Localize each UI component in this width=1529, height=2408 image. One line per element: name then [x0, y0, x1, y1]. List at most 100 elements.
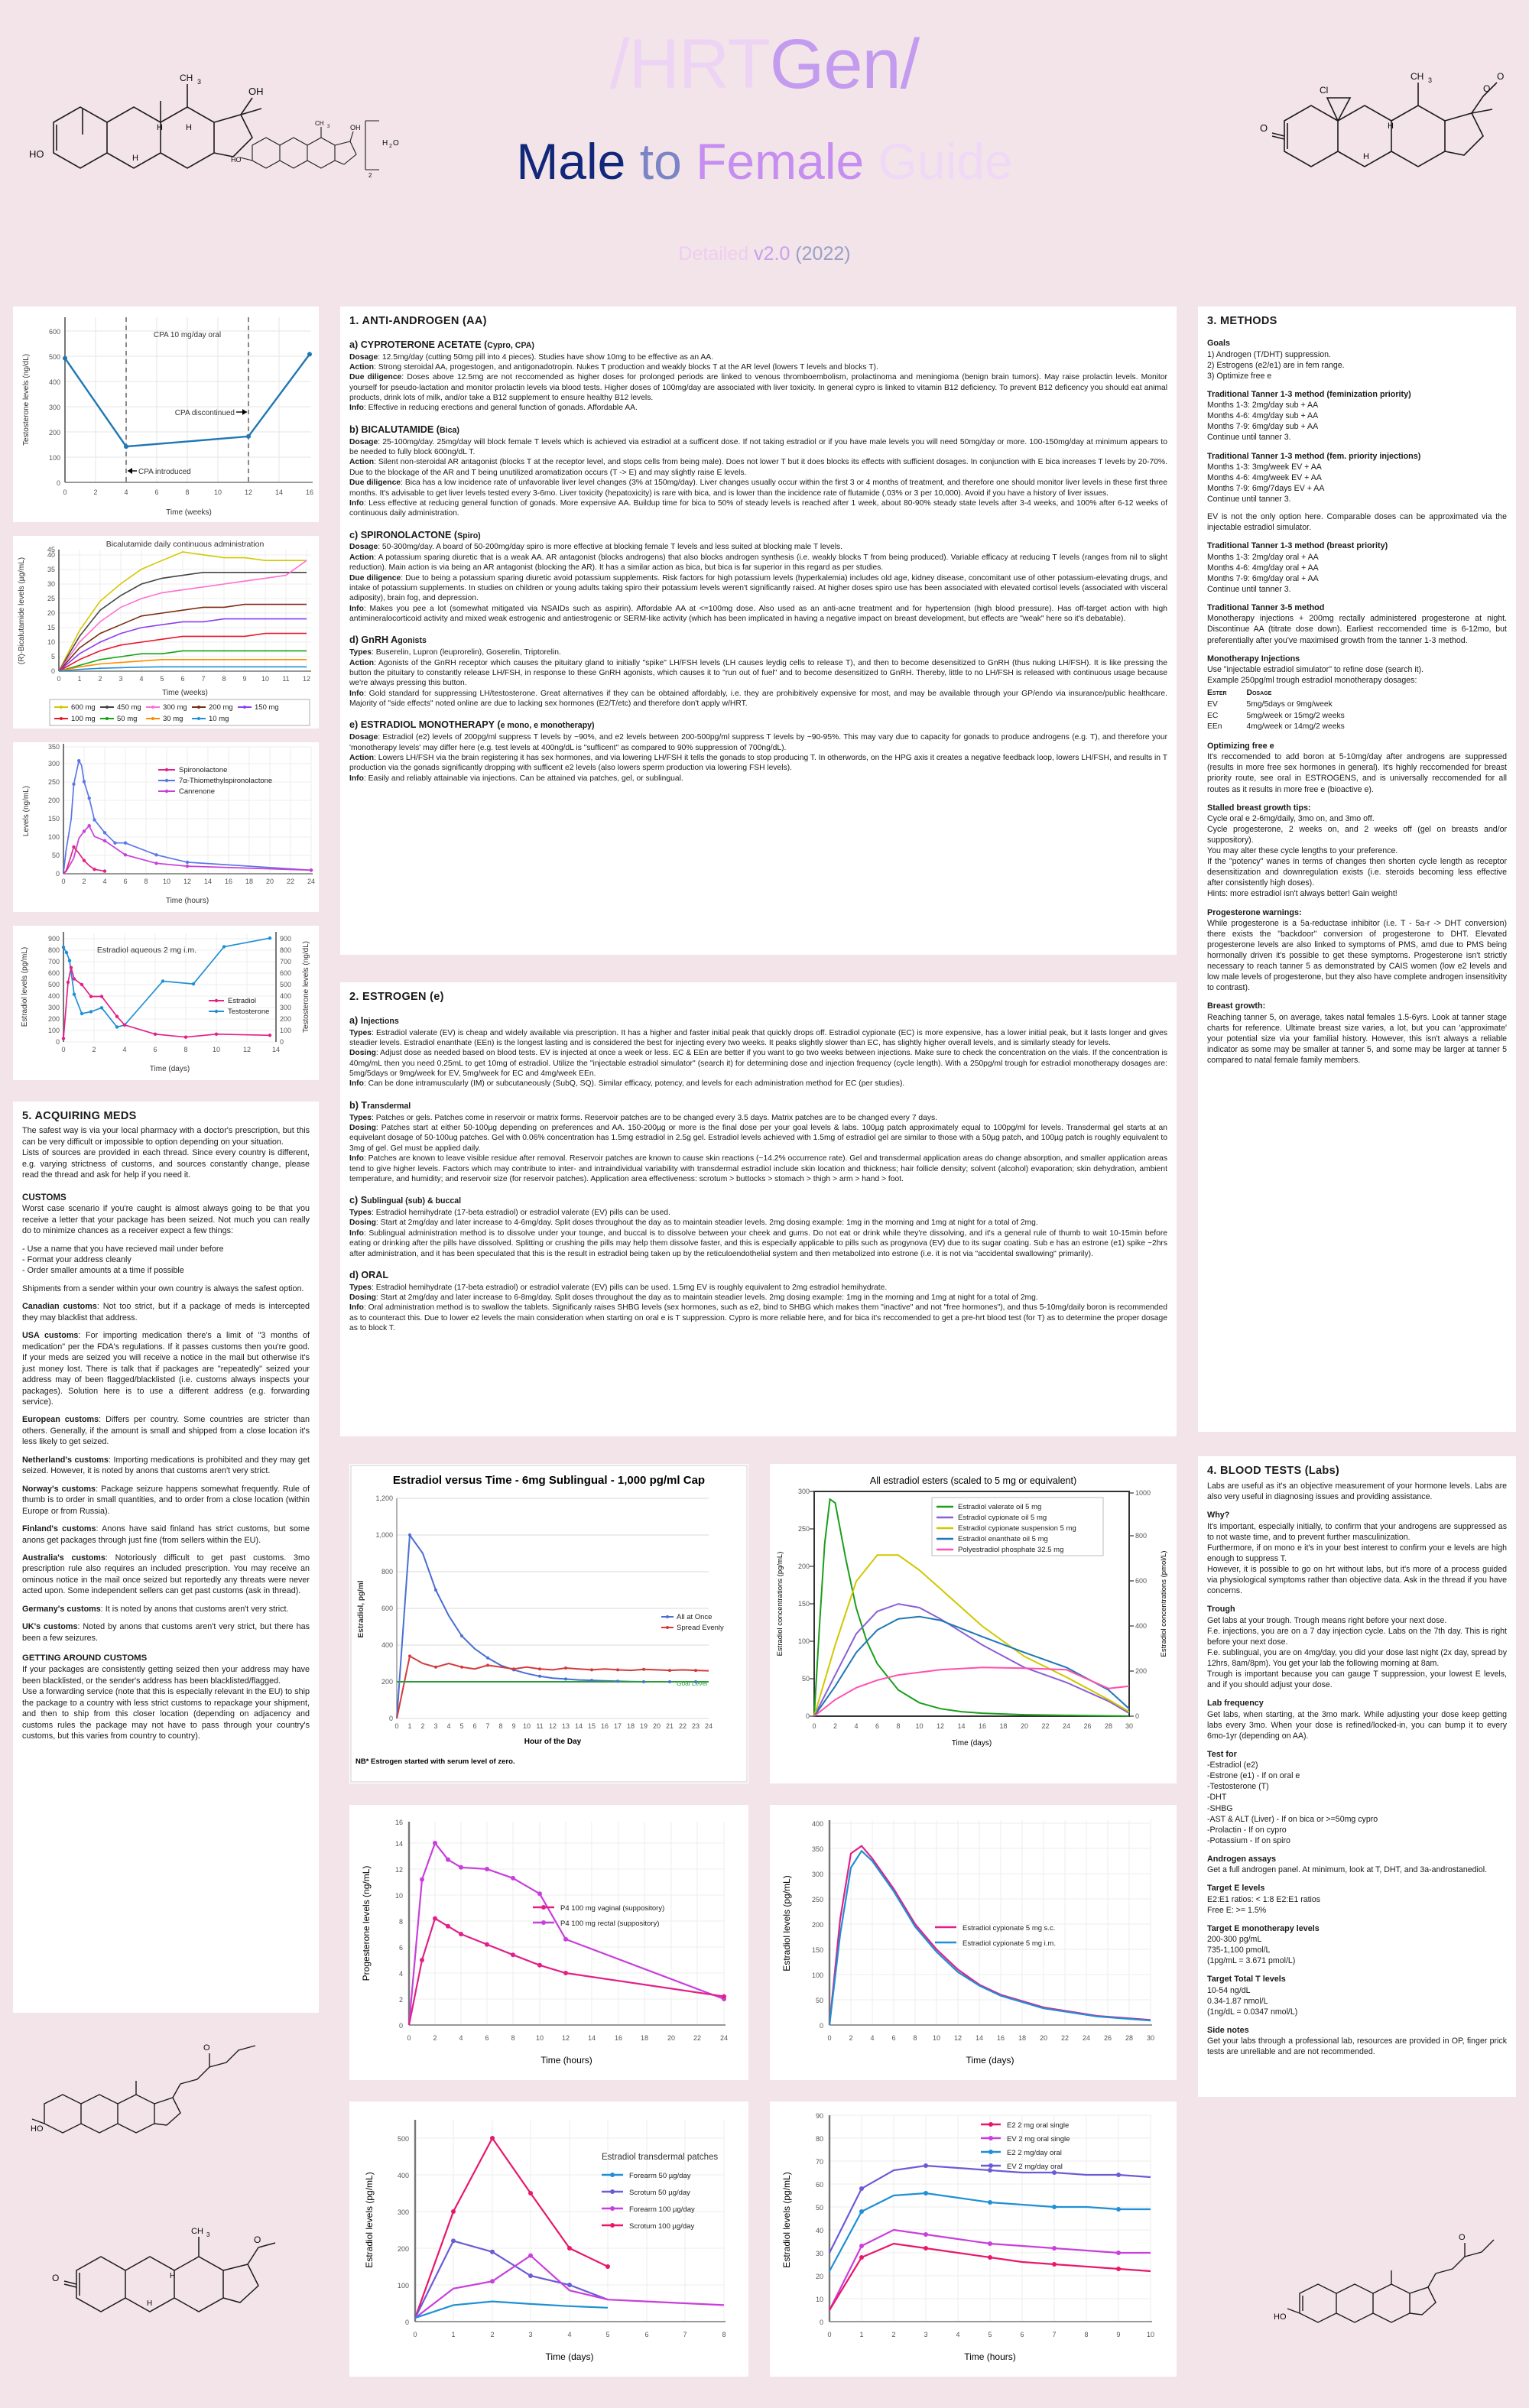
svg-text:0: 0: [820, 2022, 823, 2030]
gnrh-heading-main: d) GnRH A: [349, 634, 398, 646]
svg-text:OH: OH: [248, 86, 264, 97]
svg-text:Testosterone levels (ng/dL): Testosterone levels (ng/dL): [302, 941, 310, 1033]
svg-text:22: 22: [693, 2034, 701, 2042]
cpa-diligence-text: : Doses above 12.5mg are not reccomended…: [349, 373, 1167, 403]
section5-heading: 5. ACQUIRING MEDS: [22, 1110, 137, 1122]
emono-dosage-label: Dosage: [349, 733, 378, 742]
trough-heading: Trough: [1207, 1605, 1235, 1615]
svg-text:EV 2 mg/day oral: EV 2 mg/day oral: [1007, 2163, 1063, 2171]
country-netherlands-label: Netherland's customs: [22, 1455, 109, 1465]
svg-text:200: 200: [798, 1563, 810, 1570]
svg-text:30: 30: [1147, 2034, 1154, 2042]
svg-text:30: 30: [816, 2250, 823, 2257]
method-tanner-breast-heading: Traditional Tanner 1-3 method (breast pr…: [1207, 541, 1388, 551]
svg-text:100 mg: 100 mg: [71, 715, 96, 723]
subtitle-female: Female: [696, 133, 865, 190]
svg-text:Estradiol, pg/ml: Estradiol, pg/ml: [357, 1580, 365, 1637]
subtitle-to: to: [625, 133, 696, 190]
svg-text:30: 30: [47, 580, 55, 588]
svg-text:2: 2: [420, 1722, 424, 1730]
svg-text:50: 50: [802, 1675, 810, 1683]
transdermal-dosing-text: : Patches start at either 50-100µg depen…: [349, 1124, 1167, 1153]
mono-injections-1: Example 250pg/ml trough estradiol monoth…: [1207, 676, 1417, 686]
svg-text:500: 500: [398, 2135, 409, 2143]
version-number: v2.0: [754, 243, 790, 264]
injections-info: Info: Can be done intramuscularly (IM) o…: [349, 1079, 1167, 1089]
svg-text:1: 1: [77, 675, 81, 683]
goal-1: 2) Estrogens (e2/e1) are in fem range.: [1207, 360, 1345, 370]
svg-text:2: 2: [399, 1996, 403, 2004]
svg-text:Estradiol levels (pg/mL): Estradiol levels (pg/mL): [781, 2172, 792, 2267]
svg-text:CH: CH: [1411, 71, 1423, 82]
svg-text:10: 10: [1147, 2331, 1154, 2338]
oral-heading-main: d) ORAL: [349, 1269, 389, 1280]
svg-text:14: 14: [272, 1046, 280, 1053]
svg-text:0: 0: [806, 1712, 810, 1720]
stalled-growth-2: You may alter these cycle lengths to you…: [1207, 846, 1398, 856]
svg-text:100: 100: [48, 1027, 60, 1034]
svg-text:16: 16: [615, 2034, 622, 2042]
method-tanner-breast-0: Months 1-3: 2mg/day oral + AA: [1207, 552, 1319, 562]
svg-text:Estradiol levels (pg/mL): Estradiol levels (pg/mL): [781, 1875, 792, 1971]
svg-text:350: 350: [48, 743, 60, 751]
bica-action-label: Action: [349, 458, 375, 467]
side-notes-heading: Side notes: [1207, 2025, 1249, 2035]
chart-card-transdermal-patches: 0 100 200 300 400 500 0 1 2 3 4 5 6 7 8 Time (days…: [342, 2095, 755, 2384]
emono-action-text: : Lowers LH/FSH via the brain registerin…: [349, 753, 1167, 773]
svg-text:7: 7: [201, 675, 205, 683]
method-tanner35-text: Monotherapy injections + 200mg rectally …: [1207, 614, 1507, 645]
target-e-levels-heading: Target E levels: [1207, 1884, 1265, 1894]
method-tanner-inj-2: Months 7-9: 6mg/7days EV + AA: [1207, 484, 1325, 494]
svg-text:80: 80: [816, 2135, 823, 2143]
svg-text:50: 50: [816, 2204, 823, 2212]
svg-text:0: 0: [61, 1046, 65, 1053]
version-detailed: Detailed: [678, 243, 755, 264]
transdermal-types-label: Types: [349, 1113, 372, 1122]
svg-text:12: 12: [549, 1722, 557, 1730]
svg-text:12: 12: [303, 675, 310, 683]
svg-text:7: 7: [683, 2331, 687, 2338]
country-usa-label: USA customs: [22, 1331, 79, 1341]
stalled-growth-1: Cycle progesterone, 2 weeks on, and 2 we…: [1207, 825, 1507, 845]
table-row: EC 5mg/week or 15mg/2 weeks: [1207, 711, 1365, 722]
country-finland-text: : Anons have said finland has strict cus…: [22, 1524, 310, 1545]
method-tanner-breast-2: Months 7-9: 6mg/day oral + AA: [1207, 573, 1319, 583]
gnrh-action-label: Action: [349, 658, 375, 667]
svg-text:O: O: [52, 2273, 59, 2283]
svg-text:14: 14: [957, 1722, 965, 1730]
spiro-diligence: Due diligence: Due to being a potassium …: [349, 573, 1167, 604]
cpa-dosage-text: : 12.5mg/day (cutting 50mg pill into 4 p…: [378, 352, 714, 362]
ester-dose-ev: 5mg/5days or 9mg/week: [1246, 699, 1333, 709]
lab-frequency-heading: Lab frequency: [1207, 1699, 1264, 1709]
bica-heading-main: b) BICALUTAMIDE (: [349, 424, 440, 435]
svg-text:5: 5: [459, 1722, 463, 1730]
section5-intro-1: Lists of sources are provided in each th…: [22, 1148, 310, 1180]
svg-text:CPA 10 mg/day oral: CPA 10 mg/day oral: [154, 331, 221, 339]
svg-text:200: 200: [1135, 1667, 1147, 1675]
svg-text:Cl: Cl: [1320, 85, 1328, 96]
svg-text:Estradiol aqueous 2 mg i.m.: Estradiol aqueous 2 mg i.m.: [97, 946, 196, 955]
svg-text:0: 0: [51, 667, 55, 675]
country-netherlands: Netherland's customs: Importing medicati…: [22, 1455, 310, 1477]
svg-text:E2 2 mg oral single: E2 2 mg oral single: [1007, 2121, 1069, 2130]
svg-text:Estradiol cypionate 5 mg s.c.: Estradiol cypionate 5 mg s.c.: [963, 1924, 1055, 1933]
sublingual-dosing-text: : Start at 2mg/day and later increase to…: [375, 1219, 1038, 1228]
svg-text:40: 40: [816, 2227, 823, 2234]
subtitle-male: Male: [516, 133, 626, 190]
svg-text:H: H: [1388, 122, 1394, 131]
method-ev-note: EV is not the only option here. Comparab…: [1207, 512, 1507, 533]
svg-text:CPA introduced: CPA introduced: [138, 468, 191, 476]
trough-text-3: Trough is important because you can gaug…: [1207, 1670, 1507, 1690]
ester-dose-ec: 5mg/week or 15mg/2 weeks: [1246, 711, 1345, 720]
svg-text:70: 70: [816, 2158, 823, 2166]
svg-text:3: 3: [206, 2231, 210, 2238]
bica-info-text: : Less effective at reducing general fun…: [349, 498, 1167, 518]
gnrh-types: Types: Buserelin, Lupron (leuprorelin), …: [349, 647, 1167, 657]
svg-text:Hour of the Day: Hour of the Day: [524, 1738, 582, 1746]
svg-text:100: 100: [48, 833, 60, 841]
svg-text:9: 9: [511, 1722, 515, 1730]
svg-text:0: 0: [399, 2022, 403, 2030]
section5-intro-0: The safest way is via your local pharmac…: [22, 1126, 310, 1147]
cpa-heading-main: a) CYPROTERONE ACETATE (: [349, 339, 488, 350]
